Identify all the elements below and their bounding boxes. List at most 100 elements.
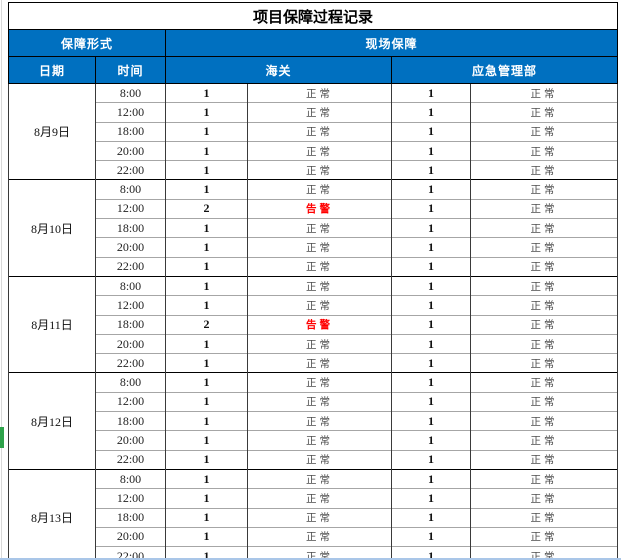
cell-customs-count[interactable]: 1	[165, 391, 248, 412]
cell-emergency-count[interactable]: 1	[391, 391, 471, 412]
cell-emergency-status[interactable]: 正常	[469, 314, 619, 335]
cell-emergency-status[interactable]: 正常	[469, 391, 619, 412]
cell-time[interactable]: 8:00	[95, 82, 166, 103]
cell-customs-status[interactable]: 正常	[247, 488, 392, 509]
header-date[interactable]: 日期	[8, 56, 96, 84]
cell-time[interactable]: 22:00	[95, 353, 166, 373]
cell-emergency-count[interactable]: 1	[391, 411, 471, 431]
cell-emergency-count[interactable]: 1	[391, 237, 471, 258]
cell-emergency-status[interactable]: 正常	[469, 218, 619, 238]
cell-customs-count[interactable]: 1	[165, 160, 248, 180]
cell-emergency-status[interactable]: 正常	[469, 488, 619, 509]
cell-customs-count[interactable]: 1	[165, 372, 248, 393]
cell-customs-status[interactable]: 正常	[247, 295, 392, 316]
header-emergency-dept[interactable]: 应急管理部	[390, 56, 619, 84]
cell-time[interactable]: 20:00	[95, 526, 166, 547]
cell-emergency-count[interactable]: 1	[391, 488, 471, 509]
cell-customs-count[interactable]: 1	[165, 237, 248, 258]
cell-emergency-status[interactable]: 正常	[469, 82, 619, 103]
cell-emergency-count[interactable]: 1	[391, 430, 471, 451]
header-customs[interactable]: 海关	[165, 56, 392, 84]
cell-time[interactable]: 18:00	[95, 314, 166, 335]
cell-emergency-status[interactable]: 正常	[469, 333, 619, 354]
cell-customs-count[interactable]: 1	[165, 275, 248, 296]
cell-time[interactable]: 22:00	[95, 449, 166, 470]
cell-emergency-status[interactable]: 正常	[469, 102, 619, 123]
cell-emergency-status[interactable]: 正常	[469, 468, 619, 489]
cell-customs-count[interactable]: 1	[165, 411, 248, 431]
cell-time[interactable]: 20:00	[95, 333, 166, 354]
cell-time[interactable]: 18:00	[95, 121, 166, 142]
cell-emergency-status[interactable]: 正常	[469, 237, 619, 258]
cell-emergency-count[interactable]: 1	[391, 295, 471, 316]
cell-customs-status[interactable]: 正常	[247, 526, 392, 547]
header-support-form[interactable]: 保障形式	[8, 29, 166, 57]
cell-customs-count[interactable]: 2	[165, 314, 248, 335]
cell-customs-status[interactable]: 正常	[247, 333, 392, 354]
cell-time[interactable]: 22:00	[95, 160, 166, 180]
header-time[interactable]: 时间	[95, 56, 166, 84]
cell-customs-status[interactable]: 正常	[247, 507, 392, 528]
cell-emergency-count[interactable]: 1	[391, 82, 471, 103]
cell-emergency-status[interactable]: 正常	[469, 179, 619, 200]
cell-emergency-status[interactable]: 正常	[469, 256, 619, 277]
cell-customs-status[interactable]: 正常	[247, 391, 392, 412]
cell-customs-count[interactable]: 1	[165, 507, 248, 528]
cell-customs-status[interactable]: 正常	[247, 140, 392, 161]
cell-emergency-status[interactable]: 正常	[469, 160, 619, 180]
cell-customs-count[interactable]: 1	[165, 488, 248, 509]
cell-emergency-status[interactable]: 正常	[469, 526, 619, 547]
cell-customs-count[interactable]: 1	[165, 140, 248, 161]
cell-customs-status[interactable]: 正常	[247, 449, 392, 470]
cell-customs-count[interactable]: 1	[165, 82, 248, 103]
bottom-scrollbar-edge[interactable]	[0, 558, 621, 560]
cell-emergency-status[interactable]: 正常	[469, 372, 619, 393]
cell-emergency-count[interactable]: 1	[391, 121, 471, 142]
cell-time[interactable]: 20:00	[95, 237, 166, 258]
cell-emergency-count[interactable]: 1	[391, 140, 471, 161]
cell-time[interactable]: 18:00	[95, 218, 166, 238]
cell-emergency-status[interactable]: 正常	[469, 353, 619, 373]
cell-emergency-count[interactable]: 1	[391, 179, 471, 200]
cell-time[interactable]: 12:00	[95, 488, 166, 509]
cell-time[interactable]: 12:00	[95, 102, 166, 123]
cell-customs-status[interactable]: 告警	[247, 198, 392, 219]
cell-customs-count[interactable]: 1	[165, 333, 248, 354]
cell-emergency-count[interactable]: 1	[391, 468, 471, 489]
cell-customs-status[interactable]: 正常	[247, 353, 392, 373]
cell-time[interactable]: 20:00	[95, 430, 166, 451]
cell-emergency-count[interactable]: 1	[391, 449, 471, 470]
header-onsite-support[interactable]: 现场保障	[164, 29, 619, 57]
cell-customs-count[interactable]: 1	[165, 526, 248, 547]
cell-emergency-count[interactable]: 1	[391, 507, 471, 528]
cell-time[interactable]: 22:00	[95, 256, 166, 277]
cell-date[interactable]: 8月10日	[8, 179, 96, 277]
cell-emergency-status[interactable]: 正常	[469, 295, 619, 316]
cell-customs-count[interactable]: 1	[165, 449, 248, 470]
cell-emergency-status[interactable]: 正常	[469, 546, 619, 560]
cell-emergency-status[interactable]: 正常	[469, 411, 619, 431]
cell-emergency-status[interactable]: 正常	[469, 121, 619, 142]
cell-customs-status[interactable]: 正常	[247, 430, 392, 451]
cell-emergency-status[interactable]: 正常	[469, 507, 619, 528]
cell-emergency-count[interactable]: 1	[391, 275, 471, 296]
cell-customs-count[interactable]: 1	[165, 295, 248, 316]
cell-customs-status[interactable]: 正常	[247, 468, 392, 489]
cell-customs-status[interactable]: 正常	[247, 218, 392, 238]
cell-time[interactable]: 8:00	[95, 372, 166, 393]
cell-emergency-count[interactable]: 1	[391, 372, 471, 393]
cell-emergency-status[interactable]: 正常	[469, 449, 619, 470]
cell-customs-status[interactable]: 正常	[247, 102, 392, 123]
cell-emergency-count[interactable]: 1	[391, 526, 471, 547]
cell-date[interactable]: 8月9日	[8, 82, 96, 180]
cell-customs-count[interactable]: 1	[165, 468, 248, 489]
cell-emergency-count[interactable]: 1	[391, 333, 471, 354]
cell-customs-status[interactable]: 告警	[247, 314, 392, 335]
cell-customs-count[interactable]: 1	[165, 430, 248, 451]
cell-time[interactable]: 12:00	[95, 198, 166, 219]
cell-emergency-status[interactable]: 正常	[469, 140, 619, 161]
cell-time[interactable]: 12:00	[95, 295, 166, 316]
cell-customs-status[interactable]: 正常	[247, 372, 392, 393]
cell-emergency-count[interactable]: 1	[391, 314, 471, 335]
cell-emergency-status[interactable]: 正常	[469, 198, 619, 219]
